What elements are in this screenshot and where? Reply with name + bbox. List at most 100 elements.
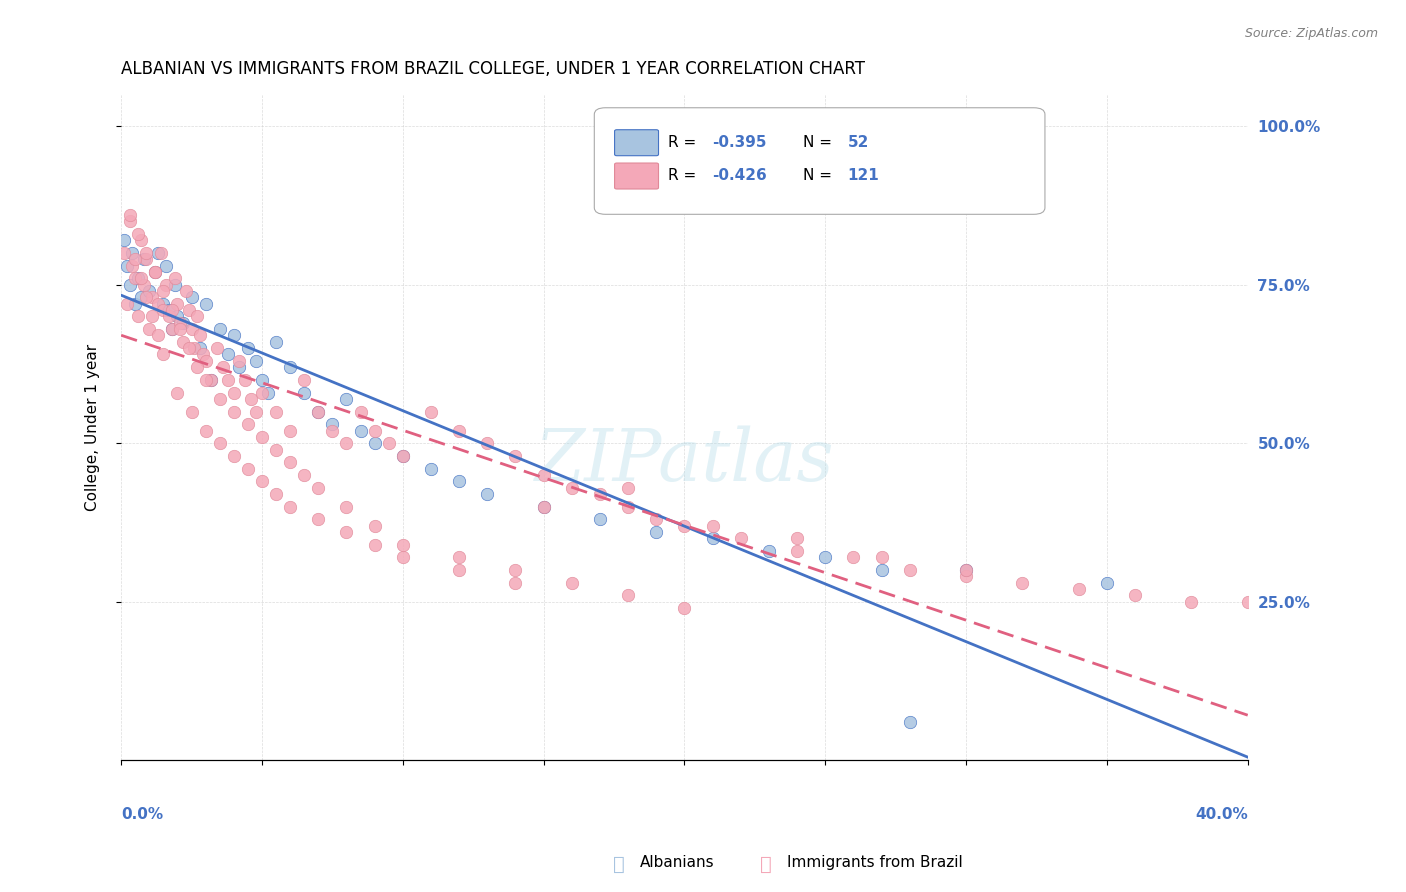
Point (172, 316, 194, 330)
Text: 0.0%: 0.0% (121, 807, 163, 822)
Point (391, 449, 413, 463)
Point (124, 271, 146, 285)
Point (112, 246, 135, 260)
Point (180, 290, 202, 304)
Point (278, 360, 301, 375)
Point (307, 404, 329, 418)
Point (118, 277, 141, 292)
Text: ⬜: ⬜ (613, 855, 624, 874)
Point (149, 246, 172, 260)
Point (180, 404, 202, 418)
Point (391, 449, 413, 463)
Point (250, 430, 273, 444)
Point (250, 475, 273, 489)
Point (112, 233, 135, 247)
Point (146, 297, 169, 311)
Text: ⬜: ⬜ (761, 855, 772, 874)
Point (955, 563, 977, 577)
Point (141, 290, 163, 304)
Point (143, 265, 166, 279)
Point (335, 500, 357, 514)
Point (505, 575, 527, 590)
Point (589, 512, 612, 526)
Point (1095, 575, 1118, 590)
Point (321, 417, 343, 432)
Point (505, 563, 527, 577)
Point (477, 487, 499, 501)
Point (449, 563, 471, 577)
Point (363, 538, 385, 552)
Point (180, 322, 202, 336)
Point (245, 404, 267, 418)
Point (121, 246, 143, 260)
Point (169, 322, 191, 336)
Point (561, 575, 583, 590)
Point (477, 436, 499, 450)
Point (589, 487, 612, 501)
Point (217, 373, 239, 387)
Point (449, 424, 471, 438)
Point (533, 500, 555, 514)
Point (292, 467, 315, 482)
Point (264, 404, 287, 418)
Point (758, 544, 780, 558)
Point (236, 341, 259, 355)
Point (174, 284, 197, 298)
Point (127, 310, 149, 324)
Point (177, 303, 200, 318)
Point (617, 589, 640, 603)
Point (222, 404, 245, 418)
Point (157, 310, 180, 324)
Point (152, 303, 174, 318)
Point (335, 392, 357, 406)
Point (169, 316, 191, 330)
Point (617, 500, 640, 514)
Point (163, 271, 186, 285)
Point (256, 385, 278, 400)
Point (163, 277, 186, 292)
Text: R =: R = (668, 169, 700, 183)
Point (264, 487, 287, 501)
Point (166, 297, 188, 311)
Text: ALBANIAN VS IMMIGRANTS FROM BRAZIL COLLEGE, UNDER 1 YEAR CORRELATION CHART: ALBANIAN VS IMMIGRANTS FROM BRAZIL COLLE… (121, 60, 865, 78)
Point (786, 532, 808, 546)
Point (391, 550, 413, 565)
Point (135, 290, 157, 304)
Point (955, 569, 977, 583)
Point (118, 208, 141, 222)
Point (188, 328, 211, 343)
Point (321, 424, 343, 438)
Point (146, 328, 169, 343)
Point (127, 271, 149, 285)
Point (335, 524, 357, 539)
Point (155, 259, 177, 273)
Point (228, 360, 250, 375)
Text: Immigrants from Brazil: Immigrants from Brazil (787, 855, 963, 870)
FancyBboxPatch shape (614, 129, 658, 156)
Point (191, 347, 214, 361)
Point (152, 347, 174, 361)
Point (124, 297, 146, 311)
Point (1011, 575, 1033, 590)
Point (870, 550, 893, 565)
Point (814, 550, 837, 565)
Text: 121: 121 (848, 169, 880, 183)
Point (208, 436, 231, 450)
Point (730, 532, 752, 546)
Point (250, 385, 273, 400)
Point (183, 341, 205, 355)
Point (152, 297, 174, 311)
Point (420, 404, 443, 418)
Point (222, 328, 245, 343)
Point (208, 322, 231, 336)
Point (228, 354, 250, 368)
Point (236, 417, 259, 432)
Point (135, 246, 157, 260)
Text: 40.0%: 40.0% (1195, 807, 1247, 822)
Point (1123, 589, 1146, 603)
Point (449, 475, 471, 489)
Point (505, 449, 527, 463)
Point (118, 214, 141, 228)
Text: N =: N = (803, 135, 837, 150)
Point (141, 310, 163, 324)
